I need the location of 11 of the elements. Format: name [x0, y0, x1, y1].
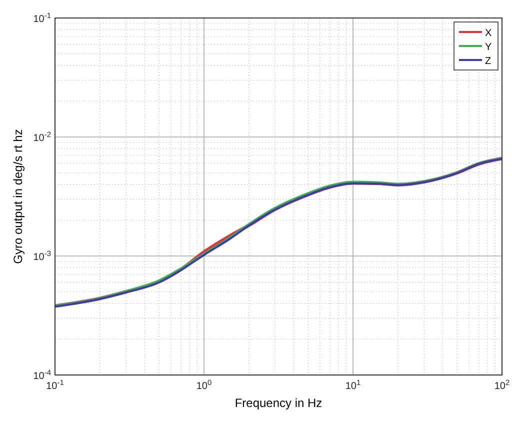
x-tick-label: 10$^{1}$	[345, 378, 361, 392]
x-tick-label: 10$^{2}$	[494, 378, 510, 392]
legend-label: Y	[485, 42, 492, 53]
legend-label: X	[485, 28, 492, 39]
y-axis-title: Gyro output in deg/s rt hz	[11, 129, 25, 264]
x-tick-label: 10$^{0}$	[196, 378, 212, 392]
x-axis-title: Frequency in Hz	[234, 396, 322, 410]
y-tick-label: 10$^{-2}$	[33, 130, 51, 144]
y-tick-label: 10$^{-1}$	[33, 10, 51, 25]
legend-label: Z	[485, 56, 492, 67]
y-tick-label: 10$^{-3}$	[33, 248, 51, 263]
